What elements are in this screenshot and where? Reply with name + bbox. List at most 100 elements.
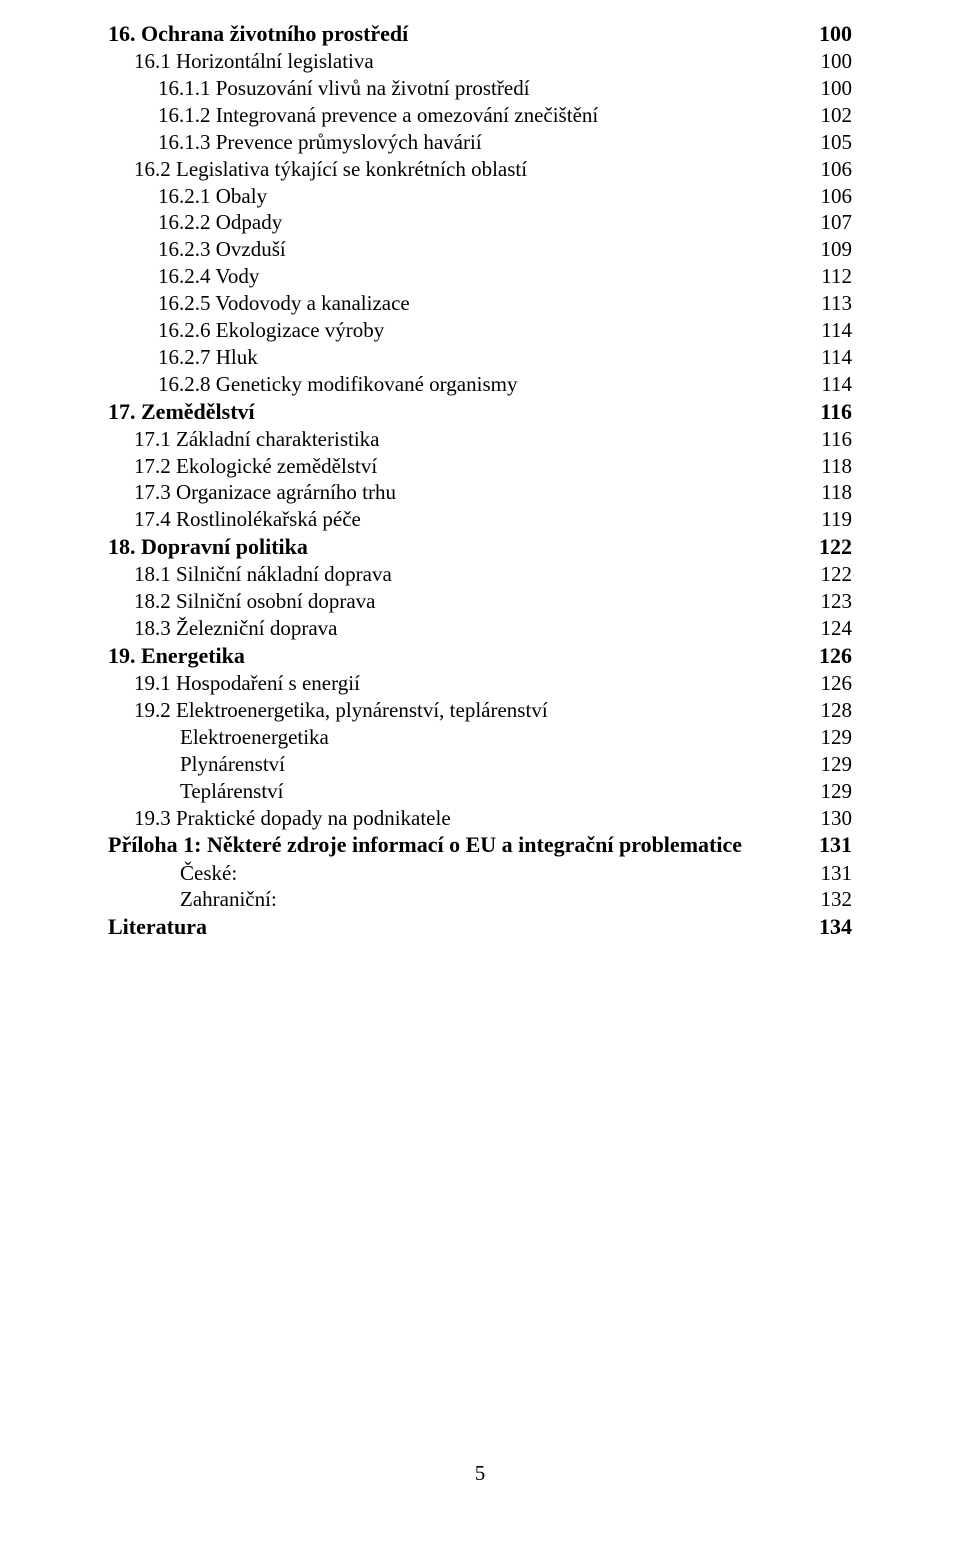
toc-entry-label: 16.2.5 Vodovody a kanalizace (158, 290, 410, 317)
toc-entry: Zahraniční: 132 (108, 886, 852, 913)
toc-entry: 18.3 Železniční doprava 124 (108, 615, 852, 642)
toc-entry-page: 114 (821, 317, 852, 344)
toc-entry: Plynárenství 129 (108, 751, 852, 778)
toc-entry: 16.2.4 Vody 112 (108, 263, 852, 290)
toc-entry-label: Plynárenství (180, 751, 285, 778)
toc-entry-label: 17.4 Rostlinolékařská péče (134, 506, 361, 533)
toc-entry-page: 131 (819, 831, 852, 859)
toc-entry-page: 116 (820, 398, 852, 426)
toc-entry-label: 16.1.1 Posuzování vlivů na životní prost… (158, 75, 530, 102)
toc-entry-label: 19. Energetika (108, 642, 245, 670)
toc-entry: Příloha 1: Některé zdroje informací o EU… (108, 831, 852, 859)
toc-entry-label: 16. Ochrana životního prostředí (108, 20, 408, 48)
toc-entry: 17. Zemědělství 116 (108, 398, 852, 426)
toc-entry-label: 16.2.3 Ovzduší (158, 236, 286, 263)
toc-entry-page: 123 (821, 588, 853, 615)
toc-entry-page: 119 (821, 506, 852, 533)
toc-entry-label: 16.1.2 Integrovaná prevence a omezování … (158, 102, 598, 129)
toc-entry-label: Zahraniční: (180, 886, 277, 913)
toc-entry: 16.2.8 Geneticky modifikované organismy 1… (108, 371, 852, 398)
toc-entry-page: 128 (821, 697, 853, 724)
page-footer-number: 5 (0, 1461, 960, 1486)
toc-entry-label: Literatura (108, 913, 207, 941)
toc-entry-label: 19.1 Hospodaření s energií (134, 670, 360, 697)
toc-entry-page: 114 (821, 344, 852, 371)
toc-entry: Literatura 134 (108, 913, 852, 941)
toc-entry-page: 124 (821, 615, 853, 642)
toc-entry-label: 19.2 Elektroenergetika, plynárenství, te… (134, 697, 548, 724)
toc-entry: 17.4 Rostlinolékařská péče 119 (108, 506, 852, 533)
toc-entry: 18. Dopravní politika 122 (108, 533, 852, 561)
toc-entry: Elektroenergetika 129 (108, 724, 852, 751)
toc-entry-label: 16.2.2 Odpady (158, 209, 282, 236)
toc-entry-page: 126 (819, 642, 852, 670)
toc-entry: 17.2 Ekologické zemědělství 118 (108, 453, 852, 480)
toc-entry-page: 106 (821, 183, 853, 210)
toc-entry: České: 131 (108, 860, 852, 887)
toc-entry: 16. Ochrana životního prostředí 100 (108, 20, 852, 48)
toc-entry-page: 118 (821, 479, 852, 506)
toc-entry-label: 18.1 Silniční nákladní doprava (134, 561, 392, 588)
toc-entry: 19. Energetika 126 (108, 642, 852, 670)
toc-entry-page: 102 (821, 102, 853, 129)
toc-entry: 16.2.2 Odpady 107 (108, 209, 852, 236)
toc-entry-page: 129 (821, 778, 853, 805)
toc-entry-page: 105 (821, 129, 853, 156)
toc-entry-page: 112 (821, 263, 852, 290)
toc-entry-label: 17. Zemědělství (108, 398, 255, 426)
toc-entry-page: 109 (821, 236, 853, 263)
toc-entry-label: 16.2.7 Hluk (158, 344, 258, 371)
toc-entry: 16.1.3 Prevence průmyslových havárií 105 (108, 129, 852, 156)
toc-entry: 19.2 Elektroenergetika, plynárenství, te… (108, 697, 852, 724)
toc-entry-label: 17.1 Základní charakteristika (134, 426, 380, 453)
toc-entry: 19.3 Praktické dopady na podnikatele 130 (108, 805, 852, 832)
toc-entry-page: 113 (821, 290, 852, 317)
toc-entry-page: 107 (821, 209, 853, 236)
toc-entry: 16.2.3 Ovzduší 109 (108, 236, 852, 263)
toc-entry-page: 132 (821, 886, 853, 913)
toc-entry-label: 18. Dopravní politika (108, 533, 308, 561)
toc-entry-label: 16.2.1 Obaly (158, 183, 267, 210)
toc-entry-label: 16.2.6 Ekologizace výroby (158, 317, 384, 344)
toc-entry-label: 16.1.3 Prevence průmyslových havárií (158, 129, 482, 156)
toc-entry-page: 122 (819, 533, 852, 561)
toc-entry-label: 16.1 Horizontální legislativa (134, 48, 374, 75)
toc-entry-page: 100 (821, 75, 853, 102)
toc-entry-label: 16.2.8 Geneticky modifikované organismy (158, 371, 517, 398)
toc-entry: 17.3 Organizace agrárního trhu118 (108, 479, 852, 506)
toc-entry-page: 114 (821, 371, 852, 398)
toc-entry-label: 16.2 Legislativa týkající se konkrétních… (134, 156, 527, 183)
toc-entry-page: 126 (821, 670, 853, 697)
toc-entry: 18.2 Silniční osobní doprava 123 (108, 588, 852, 615)
table-of-contents: 16. Ochrana životního prostředí10016.1 H… (108, 20, 852, 941)
toc-entry-page: 122 (821, 561, 853, 588)
toc-entry: 16.1.1 Posuzování vlivů na životní prost… (108, 75, 852, 102)
toc-entry-label: České: (180, 860, 237, 887)
toc-entry-label: 17.2 Ekologické zemědělství (134, 453, 377, 480)
toc-entry: 17.1 Základní charakteristika116 (108, 426, 852, 453)
toc-entry-page: 100 (821, 48, 853, 75)
toc-entry: Teplárenství129 (108, 778, 852, 805)
toc-entry-page: 130 (821, 805, 853, 832)
toc-entry-label: 19.3 Praktické dopady na podnikatele (134, 805, 451, 832)
toc-entry-page: 131 (821, 860, 853, 887)
toc-entry: 16.2.1 Obaly 106 (108, 183, 852, 210)
toc-entry: 16.2.6 Ekologizace výroby 114 (108, 317, 852, 344)
toc-entry-label: 18.3 Železniční doprava (134, 615, 338, 642)
toc-entry-label: 16.2.4 Vody (158, 263, 259, 290)
toc-entry: 19.1 Hospodaření s energií 126 (108, 670, 852, 697)
toc-entry-page: 129 (821, 751, 853, 778)
toc-entry-page: 129 (821, 724, 853, 751)
toc-entry-page: 100 (819, 20, 852, 48)
toc-entry-label: 18.2 Silniční osobní doprava (134, 588, 375, 615)
toc-entry: 16.2 Legislativa týkající se konkrétních… (108, 156, 852, 183)
toc-entry-page: 134 (819, 913, 852, 941)
toc-entry-label: Elektroenergetika (180, 724, 329, 751)
toc-entry: 16.2.7 Hluk 114 (108, 344, 852, 371)
toc-entry: 16.1.2 Integrovaná prevence a omezování … (108, 102, 852, 129)
toc-entry-page: 118 (821, 453, 852, 480)
toc-entry: 16.2.5 Vodovody a kanalizace 113 (108, 290, 852, 317)
toc-entry: 18.1 Silniční nákladní doprava 122 (108, 561, 852, 588)
toc-entry: 16.1 Horizontální legislativa 100 (108, 48, 852, 75)
toc-entry-label: Příloha 1: Některé zdroje informací o EU… (108, 831, 742, 859)
